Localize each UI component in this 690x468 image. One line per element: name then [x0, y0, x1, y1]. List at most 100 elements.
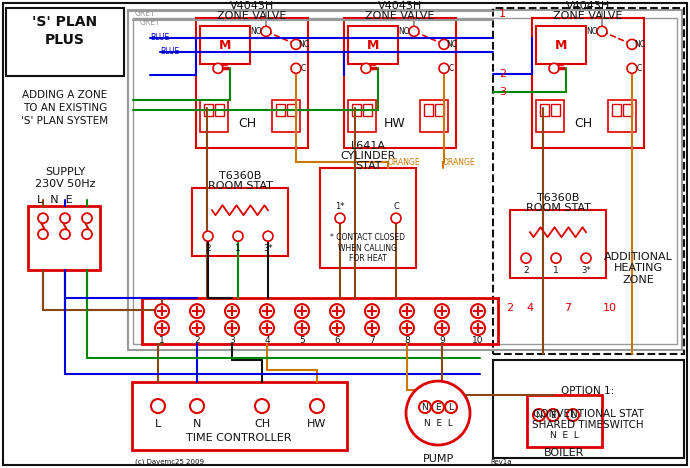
Text: 9: 9: [439, 336, 445, 344]
Bar: [536, 26, 586, 64]
Text: CH: CH: [254, 419, 270, 429]
Text: 3: 3: [229, 336, 235, 344]
Circle shape: [190, 304, 204, 318]
Text: L641A: L641A: [351, 141, 386, 151]
Circle shape: [567, 409, 579, 421]
Circle shape: [60, 213, 70, 223]
Text: TO AN EXISTING: TO AN EXISTING: [23, 103, 107, 113]
Circle shape: [597, 26, 607, 37]
Circle shape: [471, 321, 485, 335]
Circle shape: [60, 229, 70, 239]
Circle shape: [203, 231, 213, 241]
Bar: [608, 100, 636, 132]
Circle shape: [213, 63, 223, 73]
Circle shape: [225, 321, 239, 335]
Text: 2: 2: [523, 266, 529, 275]
Circle shape: [155, 304, 169, 318]
Text: M: M: [555, 39, 567, 52]
Bar: [536, 100, 564, 132]
Circle shape: [330, 321, 344, 335]
Text: L  N  E: L N E: [37, 195, 73, 205]
Circle shape: [419, 401, 431, 413]
Circle shape: [263, 231, 273, 241]
Circle shape: [551, 253, 561, 263]
Text: 'S' PLAN: 'S' PLAN: [32, 15, 97, 29]
Text: C: C: [448, 64, 453, 73]
Text: 'S' PLAN SYSTEM: 'S' PLAN SYSTEM: [21, 116, 108, 126]
Bar: [623, 104, 632, 116]
Text: 10: 10: [472, 336, 484, 344]
Text: 5: 5: [299, 336, 305, 344]
Circle shape: [233, 231, 243, 241]
Circle shape: [365, 321, 379, 335]
Bar: [527, 395, 602, 447]
Text: CH: CH: [574, 117, 592, 130]
Text: L: L: [571, 410, 575, 419]
Text: ROOM STAT: ROOM STAT: [526, 203, 591, 213]
Text: OPTION 1:

CONVENTIONAL STAT
SHARED TIMESWITCH: OPTION 1: CONVENTIONAL STAT SHARED TIMES…: [532, 386, 644, 431]
Text: 1: 1: [553, 266, 559, 275]
Bar: [200, 26, 250, 64]
Bar: [6, 8, 124, 76]
Circle shape: [225, 304, 239, 318]
Text: BLUE: BLUE: [150, 33, 169, 42]
Bar: [215, 104, 224, 116]
Text: (c) Davemc25 2009: (c) Davemc25 2009: [135, 459, 204, 465]
Bar: [551, 104, 560, 116]
Circle shape: [435, 304, 449, 318]
Bar: [363, 104, 372, 116]
Circle shape: [151, 399, 165, 413]
Text: M: M: [219, 39, 231, 52]
Circle shape: [439, 63, 449, 73]
Text: T6360B: T6360B: [537, 193, 579, 203]
Text: 4: 4: [264, 336, 270, 344]
Bar: [348, 100, 376, 132]
Circle shape: [291, 39, 301, 49]
Circle shape: [190, 399, 204, 413]
Circle shape: [409, 26, 419, 37]
Text: C: C: [636, 64, 642, 73]
Circle shape: [400, 321, 414, 335]
Circle shape: [435, 321, 449, 335]
Text: 230V 50Hz: 230V 50Hz: [34, 179, 95, 189]
Text: NC: NC: [446, 40, 457, 49]
Bar: [200, 100, 228, 132]
Circle shape: [547, 409, 559, 421]
Text: 2: 2: [205, 244, 211, 253]
Text: E: E: [435, 402, 441, 411]
Text: HW: HW: [384, 117, 406, 130]
Text: N: N: [422, 402, 428, 411]
Bar: [272, 100, 300, 132]
Circle shape: [361, 63, 371, 73]
Text: 2: 2: [506, 303, 513, 313]
Bar: [510, 210, 606, 278]
Text: L: L: [448, 402, 453, 411]
Circle shape: [400, 304, 414, 318]
Text: 8: 8: [404, 336, 410, 344]
Text: CYLINDER: CYLINDER: [340, 151, 395, 161]
Circle shape: [295, 321, 309, 335]
Text: ZONE VALVE: ZONE VALVE: [217, 11, 286, 22]
Bar: [28, 206, 100, 270]
Circle shape: [365, 304, 379, 318]
Text: GREY: GREY: [140, 18, 161, 27]
Circle shape: [260, 304, 274, 318]
Bar: [128, 10, 682, 350]
Bar: [532, 18, 644, 148]
Text: ROOM STAT: ROOM STAT: [208, 181, 273, 191]
Bar: [142, 298, 498, 344]
Bar: [420, 100, 448, 132]
Circle shape: [260, 321, 274, 335]
Text: ORANGE: ORANGE: [443, 158, 475, 167]
Circle shape: [190, 321, 204, 335]
Text: 2: 2: [499, 69, 506, 79]
Circle shape: [38, 213, 48, 223]
Circle shape: [155, 321, 169, 335]
Text: ADDITIONAL
HEATING
ZONE: ADDITIONAL HEATING ZONE: [604, 252, 673, 285]
Text: 10: 10: [603, 303, 617, 313]
Text: 1: 1: [159, 336, 165, 344]
Circle shape: [549, 63, 559, 73]
Circle shape: [261, 26, 271, 37]
Circle shape: [255, 399, 269, 413]
Bar: [132, 382, 347, 450]
